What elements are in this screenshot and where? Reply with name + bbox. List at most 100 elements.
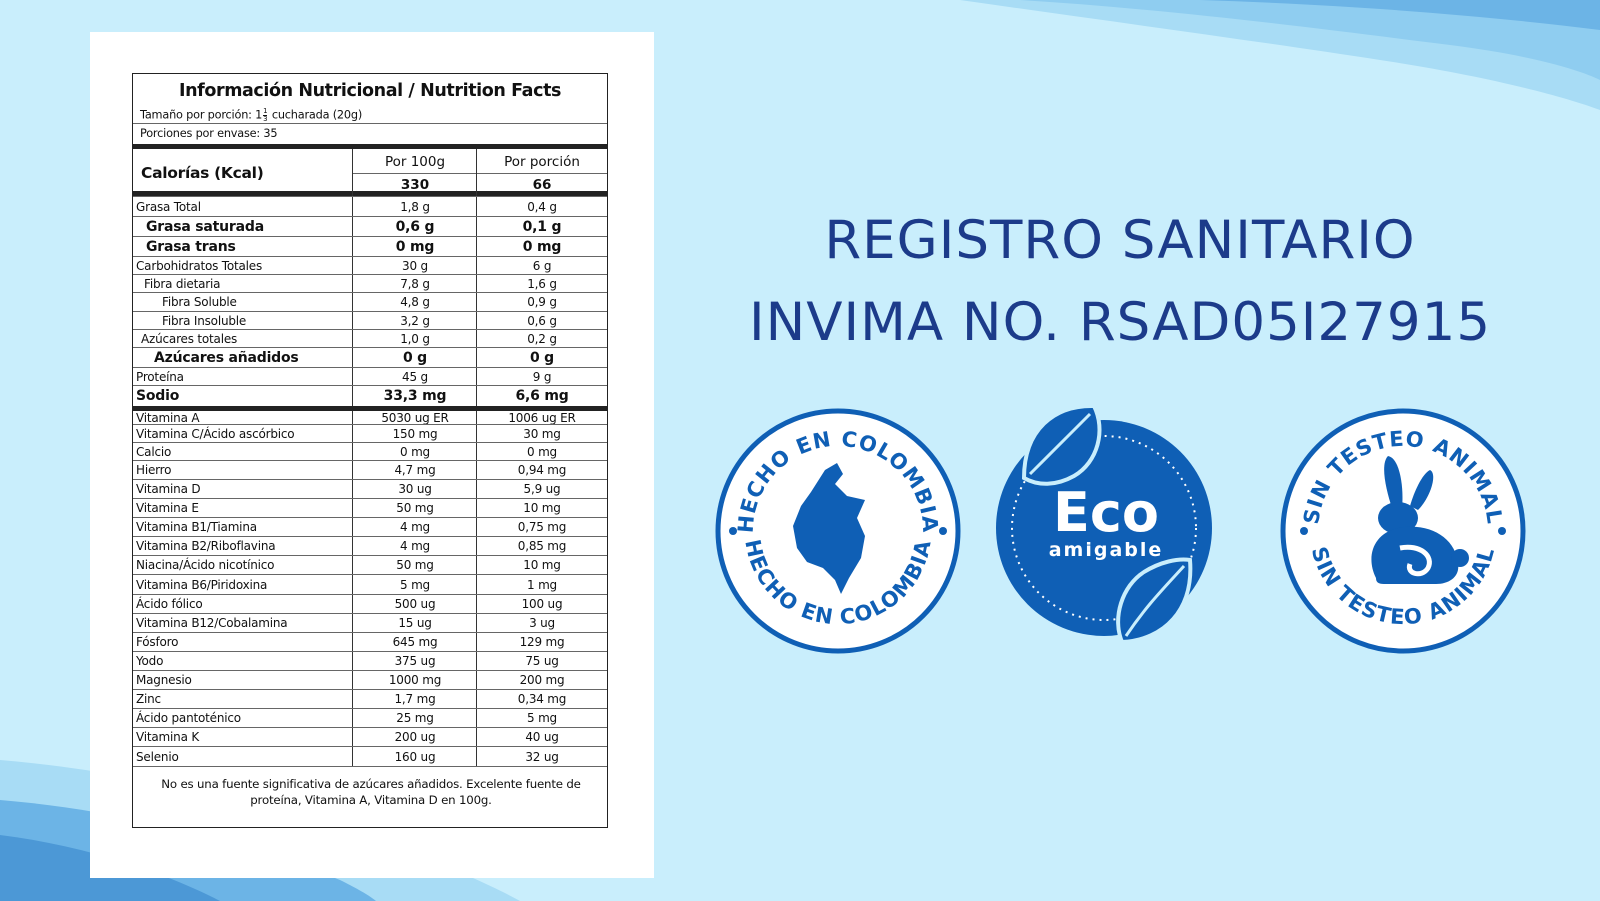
- table-row: Fibra dietaria 7,8 g 1,6 g: [133, 274, 607, 292]
- divider: [133, 123, 607, 124]
- eco-sub-text: amigable: [1049, 539, 1164, 561]
- value-per-portion: 40 ug: [525, 730, 559, 744]
- nutrient-label: Vitamina E: [136, 501, 199, 515]
- value-per-portion: 3 ug: [529, 616, 555, 630]
- table-row: Ácido pantoténico 25 mg 5 mg: [133, 708, 607, 727]
- value-per-100g: 15 ug: [398, 616, 432, 630]
- nutrient-label: Grasa saturada: [146, 218, 264, 235]
- nutrient-label: Grasa trans: [146, 238, 236, 255]
- nutrient-label: Azúcares totales: [141, 331, 238, 346]
- table-row: Grasa saturada 0,6 g 0,1 g: [133, 216, 607, 236]
- value-per-100g: 5 mg: [400, 577, 430, 592]
- nutrient-label: Yodo: [136, 654, 164, 668]
- table-row: Niacina/Ácido nicotínico 50 mg 10 mg: [133, 555, 607, 574]
- value-per-100g: 5030 ug ER: [381, 410, 449, 425]
- nutrient-label: Selenio: [136, 749, 179, 764]
- value-per-100g: 33,3 mg: [383, 388, 447, 404]
- sin-testeo-animal-badge: SIN TESTEO ANIMAL SIN TESTEO ANIMAL: [1280, 408, 1526, 654]
- nutrient-label: Zinc: [136, 692, 161, 706]
- table-row: Azúcares totales 1,0 g 0,2 g: [133, 329, 607, 347]
- colombia-map-icon: [793, 463, 865, 594]
- value-per-100g: 3,2 g: [400, 313, 430, 328]
- value-per-portion: 0,85 mg: [517, 539, 567, 553]
- servings-per-container: Porciones por envase: 35: [140, 127, 278, 140]
- nutrient-label: Vitamina D: [136, 482, 201, 496]
- value-per-portion: 1006 ug ER: [508, 410, 576, 425]
- value-per-100g: 4 mg: [400, 539, 430, 553]
- table-row: Vitamina B2/Riboflavina 4 mg 0,85 mg: [133, 536, 607, 555]
- nutrient-label: Vitamina K: [136, 730, 200, 744]
- serving-suffix: cucharada (20g): [268, 108, 363, 122]
- table-row: Zinc 1,7 mg 0,34 mg: [133, 689, 607, 708]
- table-row: Fibra Soluble 4,8 g 0,9 g: [133, 292, 607, 311]
- divider: [133, 766, 607, 767]
- value-per-portion: 0,34 mg: [517, 692, 567, 706]
- fraction-numerator: 1: [263, 107, 268, 116]
- column-header-portion: Por porción: [504, 154, 580, 170]
- value-per-portion: 200 mg: [519, 673, 565, 687]
- value-per-100g: 160 ug: [394, 749, 436, 764]
- value-per-portion: 5,9 ug: [523, 482, 561, 496]
- nutrient-label: Fibra Soluble: [162, 295, 237, 309]
- eco-main-text: Eco: [1053, 481, 1159, 544]
- value-per-100g: 4,7 mg: [394, 463, 436, 477]
- nutrient-label: Calcio: [136, 444, 172, 459]
- value-per-portion: 0 g: [529, 349, 555, 366]
- table-row: Vitamina B12/Cobalamina 15 ug 3 ug: [133, 613, 607, 632]
- value-per-100g: 1,8 g: [400, 199, 430, 214]
- value-per-portion: 0,94 mg: [517, 463, 567, 477]
- value-per-portion: 129 mg: [519, 635, 565, 649]
- value-per-portion: 32 ug: [525, 749, 559, 764]
- nutrient-label: Ácido fólico: [136, 597, 203, 611]
- value-per-portion: 0,1 g: [522, 218, 562, 235]
- registro-line-1: REGISTRO SANITARIO: [824, 210, 1416, 271]
- divider: [353, 173, 607, 174]
- value-per-portion: 0 mg: [527, 444, 557, 459]
- serving-prefix: Tamaño por porción: 1: [140, 108, 263, 122]
- value-per-portion: 0,6 g: [527, 313, 557, 328]
- value-per-portion: 5 mg: [527, 711, 557, 725]
- column-divider: [476, 149, 477, 766]
- value-per-100g: 0 mg: [395, 238, 435, 255]
- table-row: Vitamina E 50 mg 10 mg: [133, 498, 607, 517]
- hecho-en-colombia-badge: HECHO EN COLOMBIA HECHO EN COLOMBIA: [715, 408, 961, 654]
- table-row: Vitamina B1/Tiamina 4 mg 0,75 mg: [133, 517, 607, 536]
- value-per-100g: 645 mg: [392, 635, 438, 649]
- nutrient-label: Sodio: [136, 388, 180, 404]
- table-row: Grasa trans 0 mg 0 mg: [133, 236, 607, 256]
- value-per-100g: 30 g: [402, 258, 428, 273]
- nutrient-label: Niacina/Ácido nicotínico: [136, 558, 275, 572]
- table-row: Carbohidratos Totales 30 g 6 g: [133, 256, 607, 274]
- value-per-100g: 50 mg: [396, 558, 434, 572]
- divider-thick: [133, 144, 607, 149]
- value-per-100g: 0 g: [402, 349, 428, 366]
- value-per-100g: 30 ug: [398, 482, 432, 496]
- calories-100g: 330: [400, 177, 430, 193]
- nutrient-label: Vitamina B2/Riboflavina: [136, 539, 276, 553]
- value-per-portion: 100 ug: [521, 597, 563, 611]
- value-per-portion: 0,9 g: [527, 295, 557, 309]
- table-row: Grasa Total 1,8 g 0,4 g: [133, 196, 607, 216]
- table-row: Magnesio 1000 mg 200 mg: [133, 670, 607, 689]
- nutrient-label: Azúcares añadidos: [154, 349, 299, 366]
- value-per-portion: 6 g: [532, 258, 552, 273]
- value-per-portion: 30 mg: [523, 426, 561, 441]
- value-per-100g: 0 mg: [400, 444, 430, 459]
- table-row: Ácido fólico 500 ug 100 ug: [133, 594, 607, 613]
- value-per-100g: 7,8 g: [400, 276, 430, 291]
- nutrient-label: Carbohidratos Totales: [136, 258, 263, 273]
- table-row: Fósforo 645 mg 129 mg: [133, 632, 607, 651]
- value-per-100g: 500 ug: [394, 597, 436, 611]
- value-per-100g: 1,7 mg: [394, 692, 436, 706]
- nutrient-label: Vitamina B1/Tiamina: [136, 520, 257, 534]
- value-per-100g: 1000 mg: [388, 673, 442, 687]
- table-row: Sodio 33,3 mg 6,6 mg: [133, 385, 607, 406]
- value-per-portion: 1 mg: [527, 577, 557, 592]
- nutrient-label: Vitamina C/Ácido ascórbico: [136, 426, 295, 441]
- nutrient-label: Vitamina B6/Piridoxina: [136, 577, 268, 592]
- table-row: Azúcares añadidos 0 g 0 g: [133, 347, 607, 367]
- table-row: Yodo 375 ug 75 ug: [133, 651, 607, 670]
- nutrient-label: Grasa Total: [136, 199, 201, 214]
